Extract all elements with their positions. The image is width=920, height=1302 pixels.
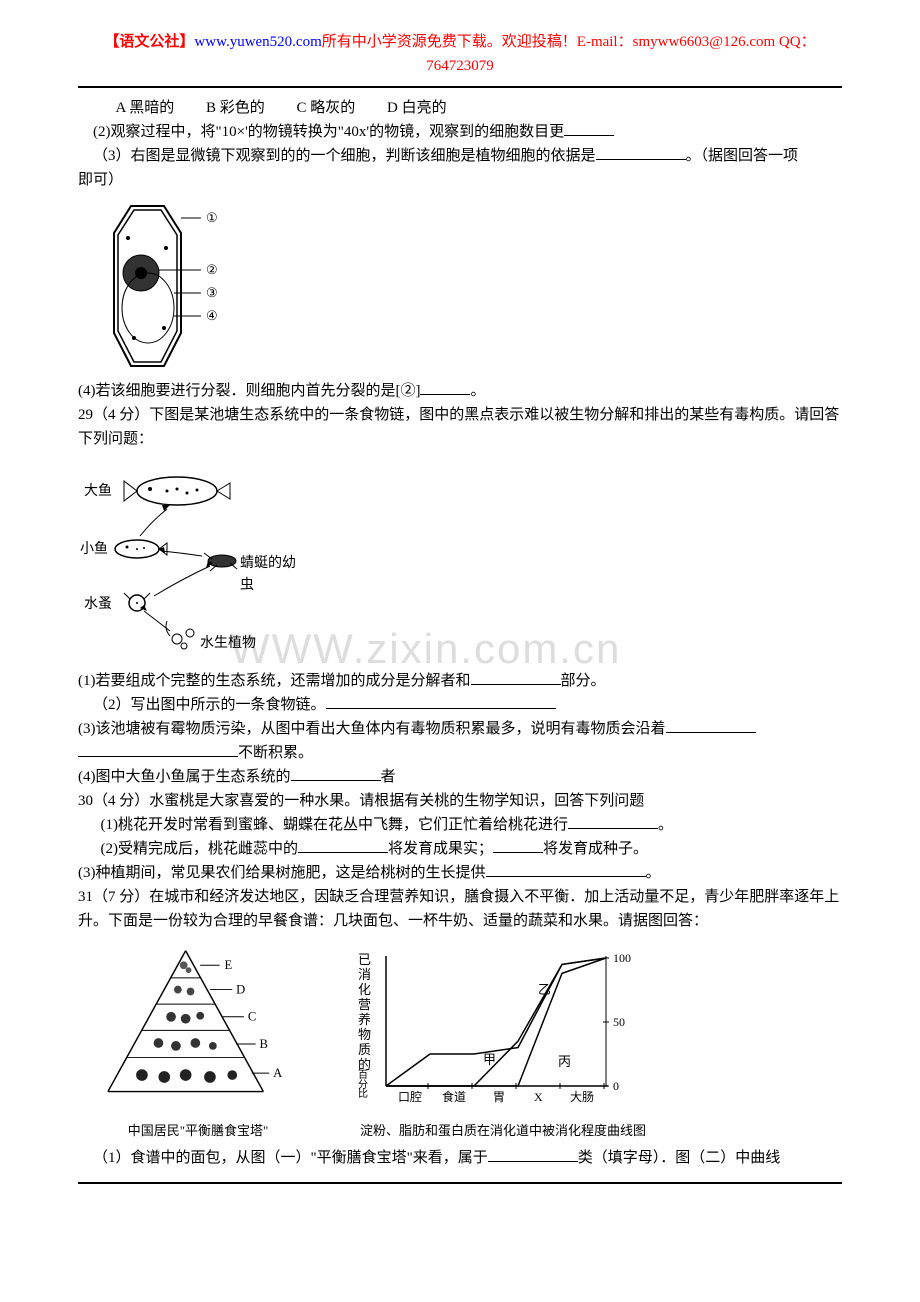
blank — [488, 1161, 578, 1162]
blank — [298, 852, 388, 853]
q29-part3b: 不断积累。 — [78, 741, 842, 765]
bigfish-icon — [124, 477, 230, 505]
header-text1: 所有中小学资源免费下载。欢迎投稿！ — [322, 34, 577, 50]
blank — [420, 394, 470, 395]
plant-label: 水生植物 — [200, 633, 256, 655]
blank — [666, 732, 756, 733]
cell-diagram: ① ② ③ ④ — [86, 198, 221, 373]
blank — [291, 780, 381, 781]
bigfish-label: 大鱼 — [84, 481, 112, 503]
svg-text:A: A — [273, 1066, 283, 1080]
digestion-chart: 已 消 化 营 养 物 质 的 百 分 比 10 — [348, 946, 658, 1142]
q29-part1: (1)若要组成个完整的生态系统，还需增加的成分是分解者和部分。 — [78, 669, 842, 693]
svg-text:50: 50 — [613, 1015, 625, 1029]
header-qq-label: QQ： — [775, 34, 815, 50]
top-divider — [78, 86, 842, 88]
svg-text:X: X — [534, 1090, 543, 1104]
q28-part2: (2)观察过程中，将"10×'的物镜转换为"40x'的物镜，观察到的细胞数目更 — [78, 120, 842, 144]
cell-label-1: ① — [206, 210, 218, 225]
q30-part2: (2)受精完成后，桃花雌蕊中的将发育成果实；将发育成种子。 — [78, 837, 842, 861]
svg-text:养: 养 — [358, 1012, 371, 1027]
svg-text:D: D — [236, 982, 245, 996]
svg-text:大肠: 大肠 — [570, 1090, 594, 1104]
svg-text:营: 营 — [358, 997, 371, 1012]
q31-part1: （1）食谱中的面包，从图（一）"平衡膳食宝塔"来看，属于类（填字母）．图（二）中… — [78, 1146, 842, 1170]
svg-text:口腔: 口腔 — [398, 1089, 422, 1104]
plant-icon — [166, 621, 194, 649]
blank — [568, 828, 658, 829]
blank — [564, 135, 614, 136]
pyramid-chart: E D C B A 中国居民"平衡膳食宝塔" — [88, 941, 308, 1142]
q30-stem: 30（4 分）水蜜桃是大家喜爱的一种水果。请根据有关桃的生物学知识，回答下列问题 — [78, 789, 842, 813]
header-url: www.yuwen520.com — [194, 34, 321, 50]
option-b: B 彩色的 — [206, 100, 265, 116]
option-c: C 略灰的 — [297, 100, 356, 116]
q29-part4: (4)图中大鱼小鱼属于生态系统的者 — [78, 765, 842, 789]
q29-part2: （2）写出图中所示的一条食物链。 — [78, 693, 842, 717]
blank — [78, 756, 238, 757]
q30-part3: (3)种植期间，常见果农们给果树施肥，这是给桃树的生长提供。 — [78, 861, 842, 885]
option-a: A 黑暗的 — [116, 100, 175, 116]
svg-text:化: 化 — [358, 982, 371, 997]
svg-text:质: 质 — [358, 1042, 371, 1057]
svg-text:E: E — [225, 958, 233, 972]
svg-text:胃: 胃 — [493, 1090, 505, 1104]
smallfish-label: 小鱼 — [80, 539, 108, 561]
cell-label-2: ② — [206, 262, 218, 277]
digestion-caption: 淀粉、脂肪和蛋白质在消化道中被消化程度曲线图 — [348, 1121, 658, 1142]
svg-text:比: 比 — [358, 1088, 368, 1100]
blank — [326, 708, 556, 709]
header-brand: 【语文公社】 — [104, 34, 194, 50]
header-qq: 764723079 — [78, 54, 842, 78]
header-email: smyww6603@126.com — [633, 34, 776, 50]
cell-label-4: ④ — [206, 308, 218, 323]
q28-part3-line2: 即可） — [78, 168, 842, 192]
larva-label: 蜻蜓的幼虫 — [240, 553, 297, 598]
q31-stem: 31（7 分）在城市和经济发达地区，因缺乏合理营养知识，膳食摄入不平衡．加上活动… — [78, 885, 842, 933]
charts-row: E D C B A 中国居民"平衡膳食宝塔" 已 消 化 营 养 物 质 的 — [88, 941, 842, 1142]
svg-text:0: 0 — [613, 1079, 619, 1093]
bottom-divider — [78, 1182, 842, 1184]
blank — [471, 684, 561, 685]
svg-text:消: 消 — [358, 967, 371, 982]
svg-text:食道: 食道 — [442, 1089, 466, 1104]
q29-part3: (3)该池塘被有霉物质污染，从图中看出大鱼体内有毒物质积累最多，说明有毒物质会沿… — [78, 717, 842, 741]
q28-options: A 黑暗的 B 彩色的 C 略灰的 D 白亮的 — [78, 96, 842, 120]
svg-text:已: 已 — [358, 952, 371, 967]
svg-text:B: B — [259, 1037, 267, 1051]
svg-text:甲: 甲 — [483, 1052, 496, 1067]
svg-text:C: C — [248, 1010, 256, 1024]
blank — [596, 159, 686, 160]
header-email-label: E-mail： — [577, 34, 633, 50]
pond-diagram: 大鱼 小鱼 蜻蜓的幼虫 水蚤 水生植物 — [82, 461, 297, 661]
pyramid-caption: 中国居民"平衡膳食宝塔" — [88, 1121, 308, 1142]
option-d: D 白亮的 — [387, 100, 447, 116]
svg-text:物: 物 — [358, 1027, 371, 1042]
blank — [486, 876, 646, 877]
page-header: 【语文公社】www.yuwen520.com所有中小学资源免费下载。欢迎投稿！E… — [78, 30, 842, 78]
flea-icon — [124, 593, 150, 611]
q29-stem: 29（4 分）下图是某池塘生态系统中的一条食物链，图中的黑点表示难以被生物分解和… — [78, 403, 842, 451]
blank — [493, 852, 543, 853]
content-body: A 黑暗的 B 彩色的 C 略灰的 D 白亮的 (2)观察过程中，将"10×'的… — [78, 96, 842, 1170]
q30-part1: (1)桃花开发时常看到蜜蜂、蝴蝶在花丛中飞舞，它们正忙着给桃花进行。 — [78, 813, 842, 837]
svg-text:乙: 乙 — [538, 982, 551, 997]
svg-text:丙: 丙 — [558, 1054, 571, 1069]
q28-part4: (4)若该细胞要进行分裂．则细胞内首先分裂的是[②]。 — [78, 379, 842, 403]
svg-text:100: 100 — [613, 951, 631, 965]
flea-label: 水蚤 — [84, 594, 112, 616]
cell-label-3: ③ — [206, 285, 218, 300]
q28-part3: （3）右图是显微镜下观察到的的一个细胞，判断该细胞是植物细胞的依据是。（据图回答… — [78, 144, 842, 168]
